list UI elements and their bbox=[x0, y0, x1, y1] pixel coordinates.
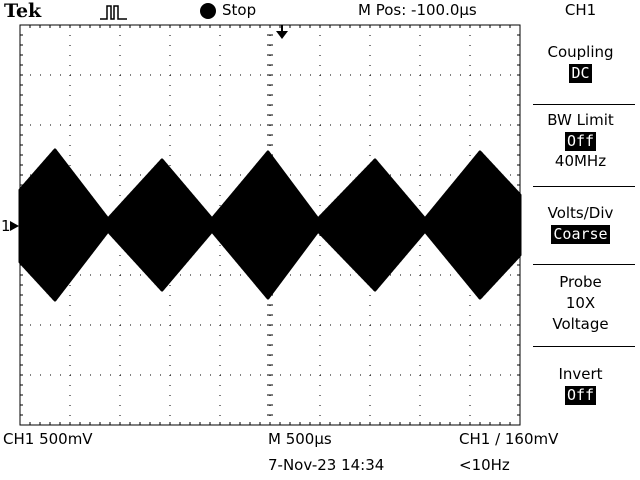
coupling-label: Coupling bbox=[547, 43, 614, 61]
brand-logo: Tek bbox=[4, 0, 42, 22]
invert-value: Off bbox=[564, 386, 597, 405]
channel-marker: 1 bbox=[1, 217, 11, 235]
menu-divider bbox=[533, 264, 635, 265]
trigger-level-arrow-icon bbox=[509, 202, 521, 214]
invert-label: Invert bbox=[558, 365, 603, 383]
menu-divider bbox=[533, 104, 635, 105]
bw-limit-extra: 40MHz bbox=[554, 152, 607, 170]
timebase: M 500µs bbox=[268, 430, 332, 448]
coupling-value: DC bbox=[569, 64, 592, 83]
probe-button[interactable]: Probe 10X Voltage bbox=[521, 272, 640, 335]
volts-div-value: Coarse bbox=[551, 225, 610, 244]
single-pulse-icon bbox=[100, 5, 127, 20]
waveform-trace bbox=[18, 148, 522, 302]
menu-divider bbox=[533, 346, 635, 347]
bw-limit-value: Off bbox=[564, 132, 597, 151]
channel-ground-arrow-icon bbox=[10, 221, 19, 231]
filled-circle-icon bbox=[200, 3, 216, 19]
probe-value: 10X bbox=[565, 294, 596, 312]
run-state: Stop bbox=[222, 1, 257, 19]
horizontal-position: M Pos: -100.0µs bbox=[358, 1, 477, 19]
bw-limit-label: BW Limit bbox=[547, 111, 614, 129]
volts-div-button[interactable]: Volts/Div Coarse bbox=[521, 203, 640, 244]
bw-limit-button[interactable]: BW Limit Off 40MHz bbox=[521, 110, 640, 172]
probe-label: Probe bbox=[559, 273, 602, 291]
date-time: 7-Nov-23 14:34 bbox=[268, 456, 385, 474]
frequency-readout: <10Hz bbox=[459, 456, 510, 474]
probe-extra: Voltage bbox=[552, 315, 609, 333]
trigger-position-arrow-icon bbox=[276, 25, 288, 39]
volts-div-label: Volts/Div bbox=[547, 204, 614, 222]
menu-divider bbox=[533, 186, 635, 187]
trigger-readout: CH1 ∕ 160mV bbox=[459, 430, 559, 448]
invert-button[interactable]: Invert Off bbox=[521, 364, 640, 405]
coupling-button[interactable]: Coupling DC bbox=[521, 42, 640, 83]
menu-title: CH1 bbox=[564, 1, 597, 19]
ch1-scale: CH1 500mV bbox=[3, 430, 93, 448]
